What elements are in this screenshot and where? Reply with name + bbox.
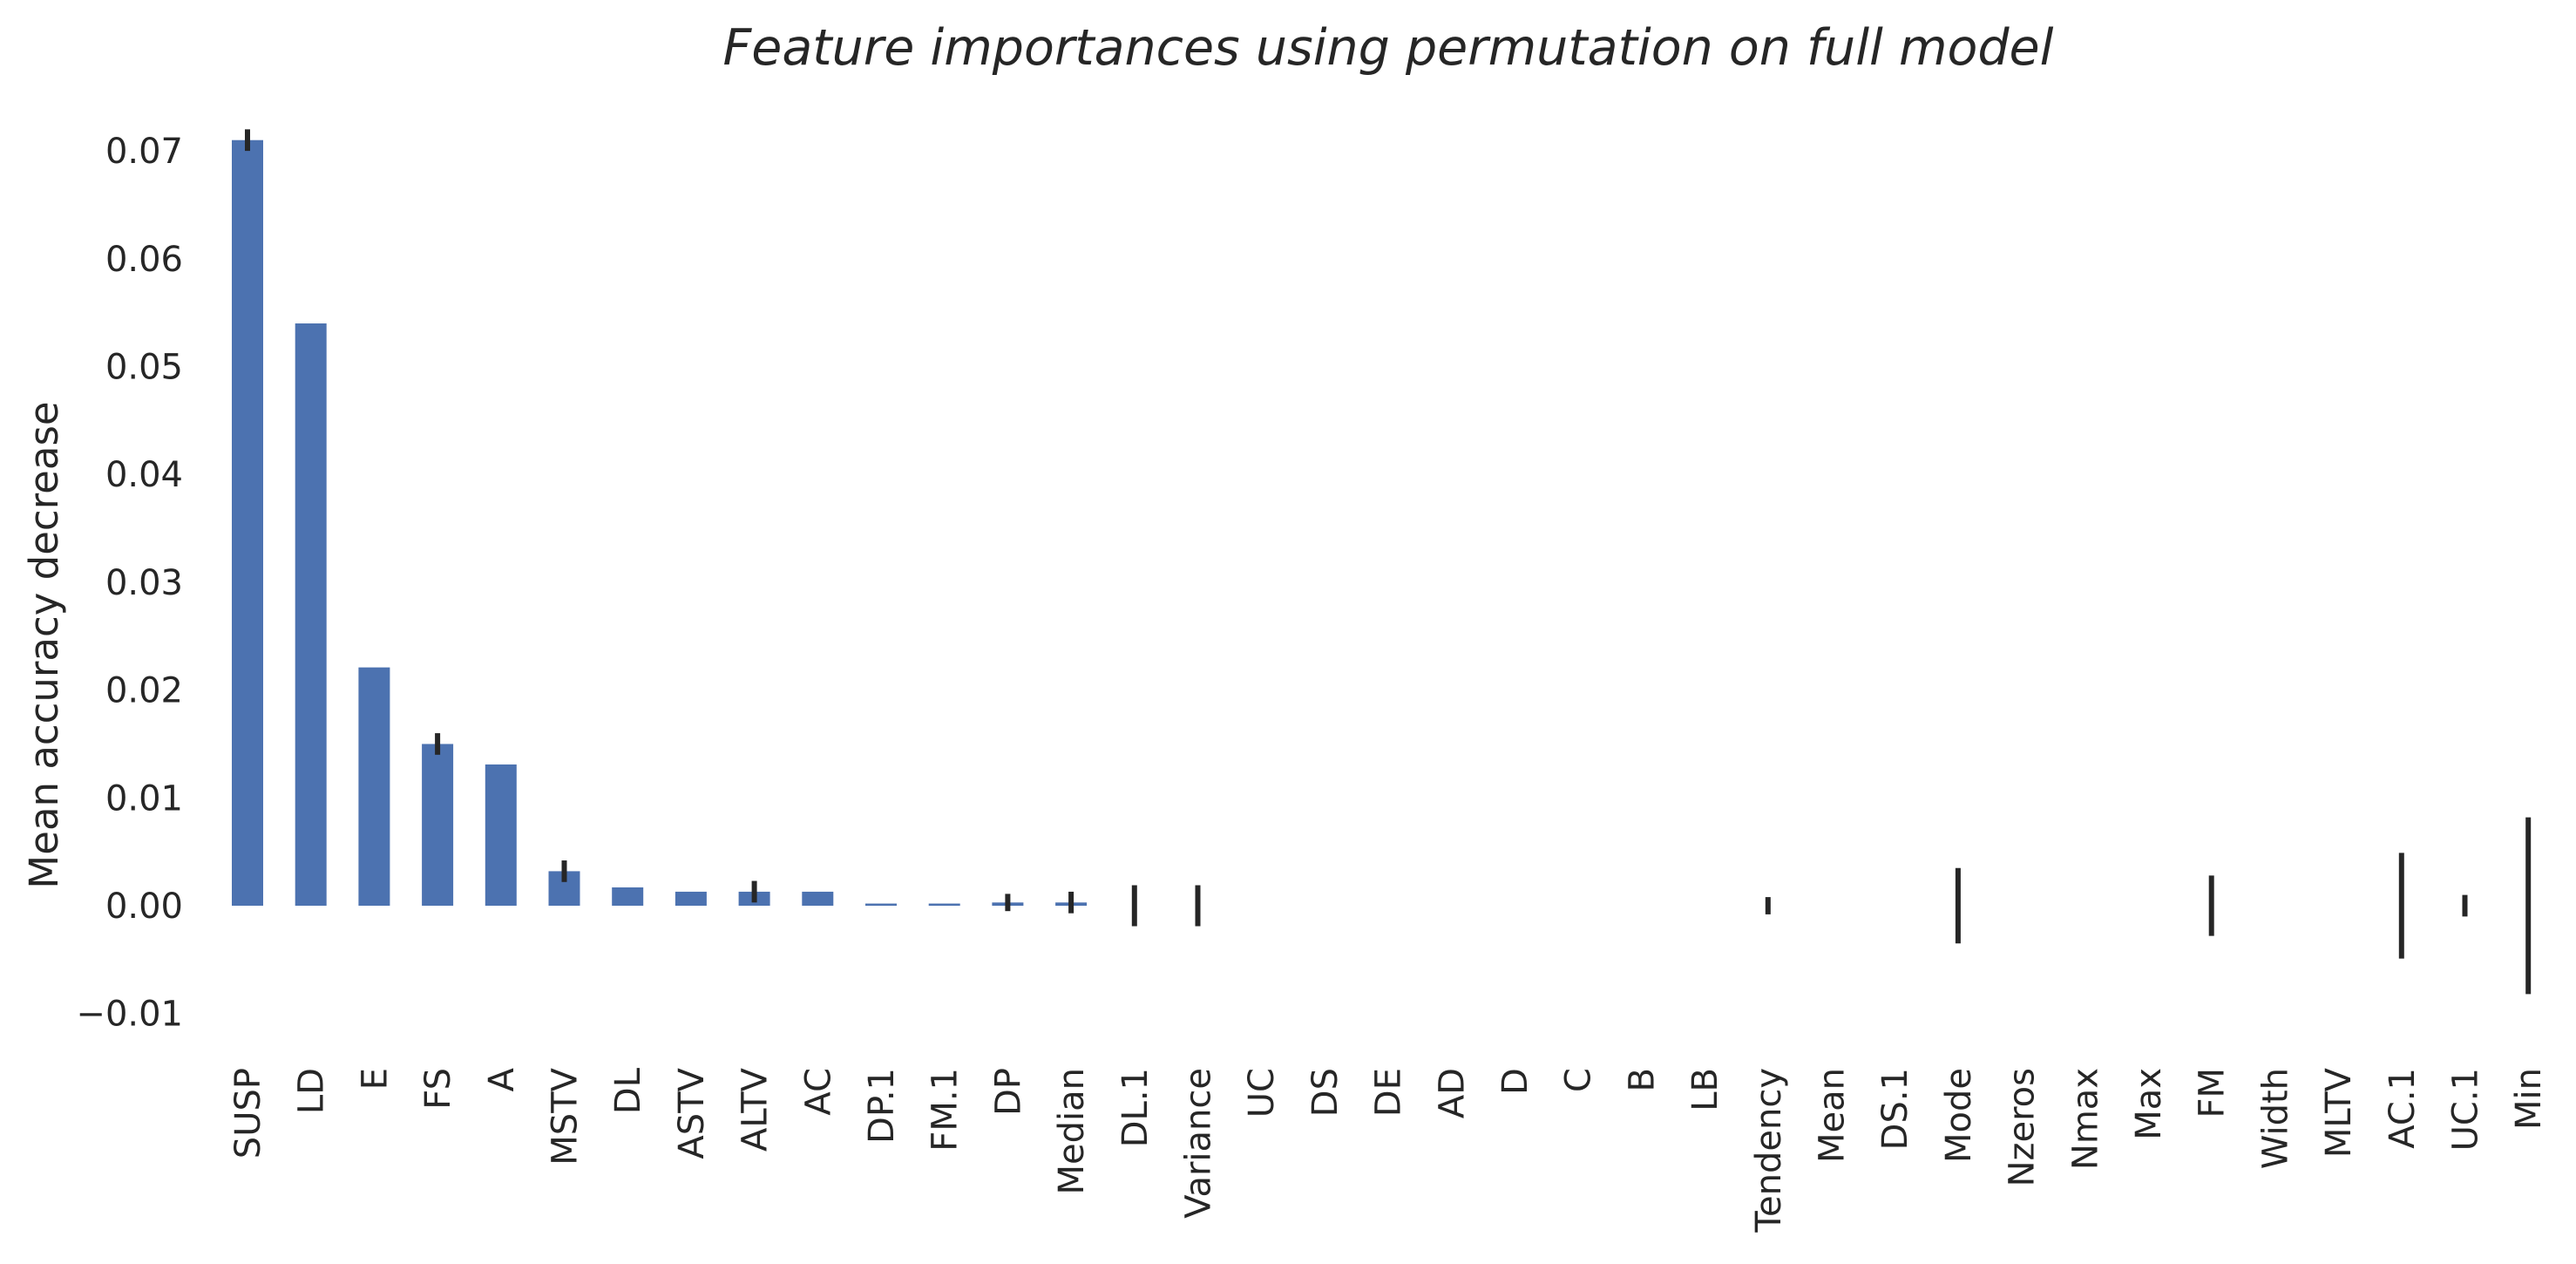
bar — [295, 323, 327, 906]
bar — [802, 891, 834, 906]
x-tick-label: FM.1 — [925, 1068, 966, 1152]
y-tick-labels: −0.01 0.00 0.01 0.02 0.03 0.04 0.05 0.06 0.07 — [76, 132, 183, 1035]
x-tick-label: LD — [292, 1068, 332, 1114]
x-tick-label: B — [1622, 1068, 1662, 1091]
bar — [358, 667, 390, 906]
x-tick-label: DL.1 — [1115, 1068, 1156, 1147]
x-tick-label: ASTV — [672, 1067, 712, 1159]
x-tick-label: MSTV — [546, 1067, 586, 1165]
y-tick-label: 0.02 — [105, 671, 183, 711]
bar — [422, 744, 454, 906]
bars — [232, 139, 1088, 907]
x-tick-label: AC — [798, 1068, 838, 1116]
x-tick-label: Nmax — [2065, 1068, 2105, 1170]
y-tick-label: 0.06 — [105, 240, 183, 280]
error-bars — [245, 129, 2532, 995]
x-tick-label: FM — [2193, 1068, 2233, 1118]
bar — [675, 891, 707, 906]
x-tick-labels: SUSP LD E FS A MSTV DL ASTV ALTV AC DP.1 FM.1 DP Medi… — [228, 1067, 2549, 1233]
x-tick-label: FS — [418, 1068, 458, 1110]
x-tick-label: Max — [2129, 1068, 2169, 1140]
y-tick-label: 0.04 — [105, 455, 183, 495]
x-tick-label: DL — [608, 1067, 648, 1114]
y-axis-label: Mean accuracy decrease — [21, 401, 67, 888]
x-tick-label: C — [1559, 1068, 1599, 1092]
x-tick-label: Width — [2255, 1068, 2295, 1169]
x-tick-label: AC.1 — [2383, 1068, 2423, 1149]
bar — [928, 903, 960, 906]
x-tick-label: MLTV — [2319, 1067, 2359, 1158]
bar — [485, 764, 517, 906]
x-tick-label: Mean — [1813, 1068, 1853, 1163]
bar — [612, 887, 644, 906]
x-tick-label: Variance — [1179, 1068, 1219, 1219]
x-tick-label: D — [1495, 1068, 1535, 1095]
x-tick-label: Mode — [1939, 1068, 1979, 1163]
x-tick-label: A — [482, 1067, 522, 1091]
bar — [865, 903, 897, 906]
bar — [232, 139, 263, 907]
x-tick-label: DP.1 — [862, 1068, 902, 1144]
x-tick-label: LB — [1685, 1068, 1725, 1111]
x-tick-label: Tendency — [1749, 1068, 1789, 1233]
x-tick-label: Min — [2509, 1068, 2549, 1130]
x-tick-label: UC.1 — [2446, 1068, 2486, 1151]
x-tick-label: E — [355, 1068, 395, 1090]
x-tick-label: ALTV — [736, 1067, 776, 1152]
x-tick-label: AD — [1432, 1068, 1472, 1118]
x-tick-label: DS — [1305, 1068, 1346, 1117]
y-tick-label: 0.03 — [105, 563, 183, 603]
x-tick-label: DS.1 — [1875, 1068, 1915, 1150]
y-tick-label: 0.01 — [105, 778, 183, 819]
x-tick-label: DP — [988, 1068, 1028, 1116]
y-tick-label: 0.07 — [105, 132, 183, 172]
y-tick-label: −0.01 — [76, 995, 183, 1035]
x-tick-label: SUSP — [228, 1068, 268, 1159]
y-tick-label: 0.05 — [105, 348, 183, 388]
chart-title: Feature importances using permutation on… — [723, 19, 2054, 77]
x-tick-label: DE — [1369, 1068, 1409, 1117]
x-tick-label: Nzeros — [2003, 1068, 2043, 1186]
y-tick-label: 0.00 — [105, 887, 183, 927]
x-tick-label: UC — [1242, 1068, 1282, 1118]
x-tick-label: Median — [1052, 1068, 1092, 1195]
